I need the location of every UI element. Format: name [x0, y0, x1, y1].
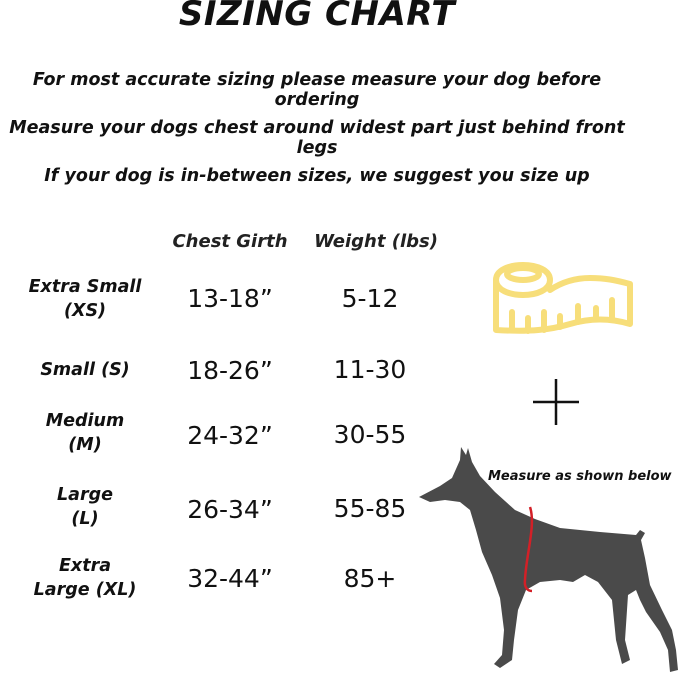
size-label-xl: Extra Large (XL)	[15, 554, 155, 602]
size-line: Medium	[45, 411, 125, 431]
instruction-1: For most accurate sizing please measure …	[32, 70, 602, 110]
size-line: (M)	[68, 435, 102, 455]
instruction-2: Measure your dogs chest around widest pa…	[9, 118, 625, 158]
chest-l: 26-34”	[187, 495, 273, 524]
weight-xl: 85+	[343, 564, 397, 593]
chest-xl: 32-44”	[187, 564, 273, 593]
size-label-m: Medium (M)	[15, 409, 155, 457]
page-title: SIZING CHART	[178, 0, 456, 34]
size-line: (XS)	[63, 301, 107, 321]
header-weight: Weight (lbs)	[314, 231, 438, 252]
tape-measure-icon	[493, 262, 633, 334]
weight-s: 11-30	[333, 355, 407, 384]
size-line: Small (S)	[40, 360, 130, 380]
size-line: Extra Small	[28, 277, 142, 297]
size-line: (L)	[71, 509, 99, 529]
weight-m: 30-55	[333, 420, 407, 449]
weight-xs: 5-12	[341, 284, 399, 313]
size-label-s: Small (S)	[15, 358, 155, 382]
measure-line	[523, 506, 534, 593]
measure-note: Measure as shown below	[488, 469, 672, 484]
plus-icon	[533, 379, 579, 425]
chest-xs: 13-18”	[187, 284, 273, 313]
instruction-3: If your dog is in-between sizes, we sugg…	[44, 166, 590, 186]
chest-m: 24-32”	[187, 421, 273, 450]
size-label-l: Large (L)	[15, 483, 155, 531]
header-chest-girth: Chest Girth	[172, 231, 288, 252]
chest-s: 18-26”	[187, 356, 273, 385]
size-line: Large (XL)	[33, 580, 137, 600]
size-line: Large	[57, 485, 113, 505]
weight-l: 55-85	[333, 494, 407, 523]
size-label-xs: Extra Small (XS)	[15, 275, 155, 323]
size-line: Extra	[58, 556, 112, 576]
